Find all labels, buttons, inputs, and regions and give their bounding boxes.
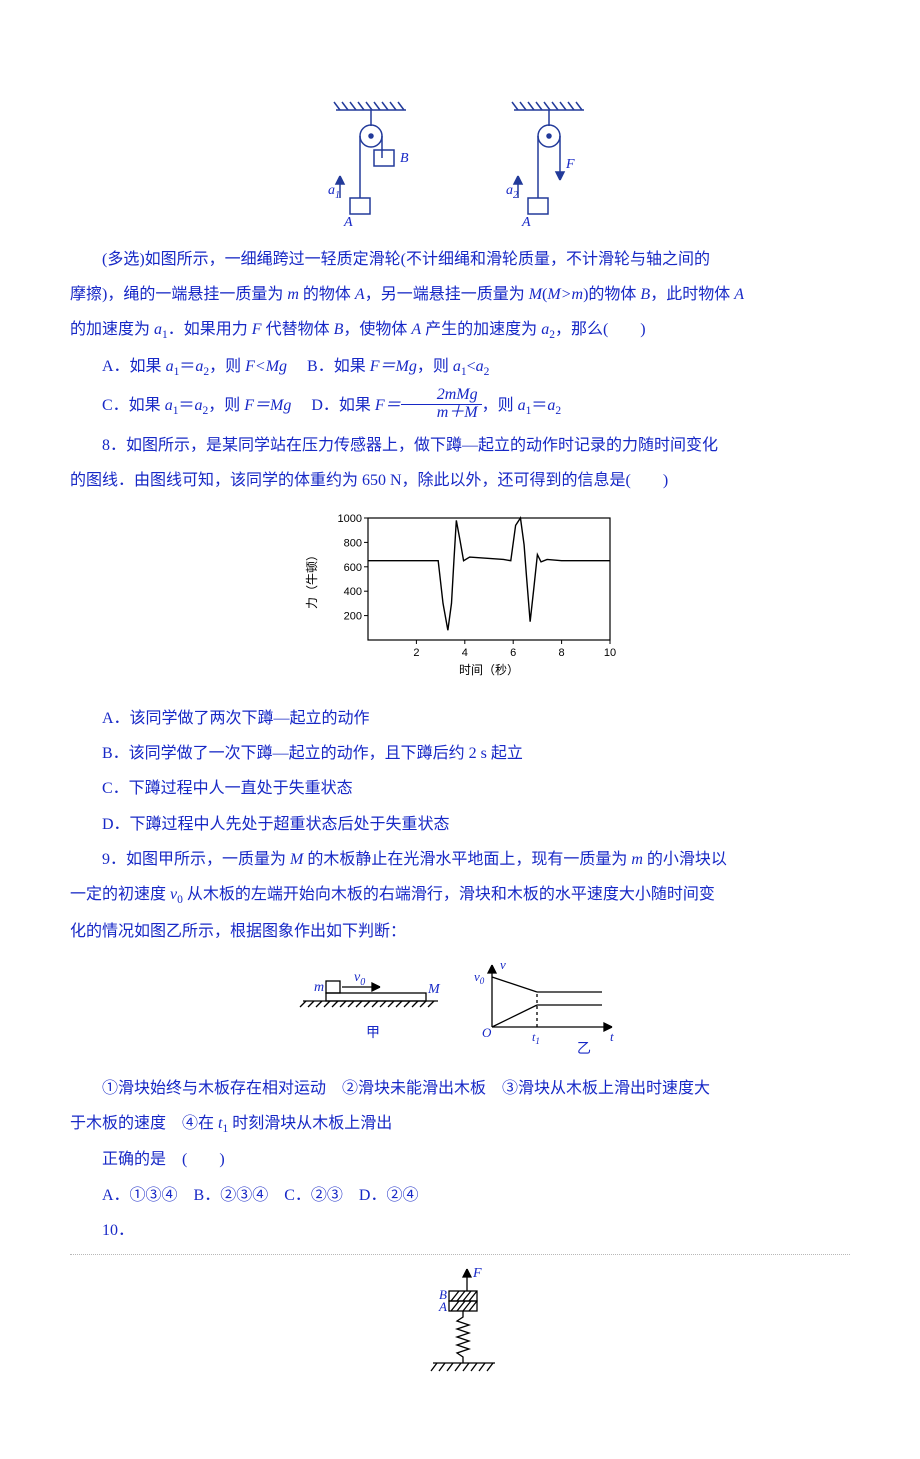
q10-fig-svg: F B A: [405, 1265, 515, 1385]
q9-line3: 化的情况如图乙所示，根据图象作出如下判断：: [70, 914, 850, 949]
q7-optAB: A．如果 a1＝a2，则 F<Mg B．如果 F＝Mg，则 a1<a2: [70, 349, 850, 386]
q9-fig-m: m: [314, 980, 324, 995]
q8-chart: 200 400 600 800 1000 2 4 6 8 10 时间（秒） 力（牛顿）: [70, 508, 850, 691]
q9-fig-t: t: [610, 1029, 614, 1044]
q10-A: A: [438, 1299, 447, 1314]
svg-text:时间（秒）: 时间（秒）: [459, 663, 519, 677]
q8-optD: D．下蹲过程中人先处于超重状态后处于失重状态: [70, 807, 850, 842]
fig-spacer: [440, 98, 480, 228]
q9-fig-left: m v0 M 甲: [288, 957, 458, 1047]
q9-line4: ①滑块始终与木板存在相对运动 ②滑块未能滑出木板 ③滑块从木板上滑出时速度大: [70, 1071, 850, 1106]
q9-line2: 一定的初速度 v0 从木板的左端开始向木板的右端滑行，滑块和木板的水平速度大小随…: [70, 877, 850, 914]
q7-optCD: C．如果 a1＝a2，则 F＝Mg D．如果 F＝2mMgm＋M，则 a1＝a2: [70, 385, 850, 427]
q9-line6: 正确的是 ( ): [70, 1142, 850, 1177]
fig7-left-A: A: [343, 215, 353, 228]
svg-text:600: 600: [344, 562, 362, 574]
svg-text:2: 2: [413, 647, 419, 659]
q8-optC: C．下蹲过程中人一直处于失重状态: [70, 771, 850, 806]
q9-line5: 于木板的速度 ④在 t1 时刻滑块从木板上滑出: [70, 1106, 850, 1143]
svg-text:8: 8: [559, 647, 565, 659]
q9-fig-yv: v: [500, 957, 506, 972]
q9-fig-v0: v0: [354, 970, 365, 988]
svg-text:10: 10: [604, 647, 616, 659]
q7-fig-left: a1 A B: [306, 98, 436, 228]
q10-F: F: [472, 1266, 482, 1281]
q9-fig-right: v0 v O t1 t 乙: [462, 957, 632, 1057]
q8-chart-svg: 200 400 600 800 1000 2 4 6 8 10 时间（秒） 力（牛顿）: [300, 508, 620, 678]
svg-text:1000: 1000: [338, 513, 362, 525]
separator: [70, 1254, 850, 1255]
q8-optB: B．该同学做了一次下蹲—起立的动作，且下蹲后约 2 s 起立: [70, 736, 850, 771]
q10-figure: F B A: [70, 1265, 850, 1385]
svg-text:力（牛顿）: 力（牛顿）: [304, 549, 319, 609]
svg-text:200: 200: [344, 611, 362, 623]
svg-text:4: 4: [462, 647, 468, 659]
q8-line1: 8．如图所示，是某同学站在压力传感器上，做下蹲—起立的动作时记录的力随时间变化: [70, 428, 850, 463]
q9-fig-v0r: v0: [474, 969, 485, 986]
q9-fig-caption-right: 乙: [577, 1041, 591, 1057]
fig7-right-F: F: [565, 157, 575, 172]
q9-figure: m v0 M 甲 v0 v O t1 t 乙: [70, 957, 850, 1057]
fig7-right-A: A: [521, 215, 531, 228]
fig7-right-a: a2: [506, 183, 518, 201]
fig7-left-B: B: [400, 151, 409, 166]
svg-text:6: 6: [510, 647, 516, 659]
q10-number: 10．: [70, 1213, 850, 1248]
q9-fig-caption-left: 甲: [366, 1026, 380, 1041]
svg-text:800: 800: [344, 537, 362, 549]
q9-line1: 9．如图甲所示，一质量为 M 的木板静止在光滑水平地面上，现有一质量为 m 的小…: [70, 842, 850, 877]
q9-fig-M: M: [427, 982, 441, 997]
q8-line2: 的图线．由图线可知，该同学的体重约为 650 N，除此以外，还可得到的信息是( …: [70, 463, 850, 498]
q9-fig-t1: t1: [532, 1030, 540, 1046]
q9-opts: A．①③④ B．②③④ C．②③ D．②④: [70, 1178, 850, 1213]
q7-figure: a1 A B a2 A F: [70, 98, 850, 228]
q7-line2: 摩擦)，绳的一端悬挂一质量为 m 的物体 A，另一端悬挂一质量为 M(M>m)的…: [70, 277, 850, 312]
q9-fig-O: O: [482, 1025, 492, 1040]
q7-fig-right: a2 A F: [484, 98, 614, 228]
fig7-left-a: a1: [328, 183, 340, 201]
svg-text:400: 400: [344, 586, 362, 598]
q8-optA: A．该同学做了两次下蹲—起立的动作: [70, 701, 850, 736]
q7-line3: 的加速度为 a1．如果用力 F 代替物体 B，使物体 A 产生的加速度为 a2，…: [70, 312, 850, 349]
q7-line1: (多选)如图所示，一细绳跨过一轻质定滑轮(不计细绳和滑轮质量，不计滑轮与轴之间的: [70, 242, 850, 277]
